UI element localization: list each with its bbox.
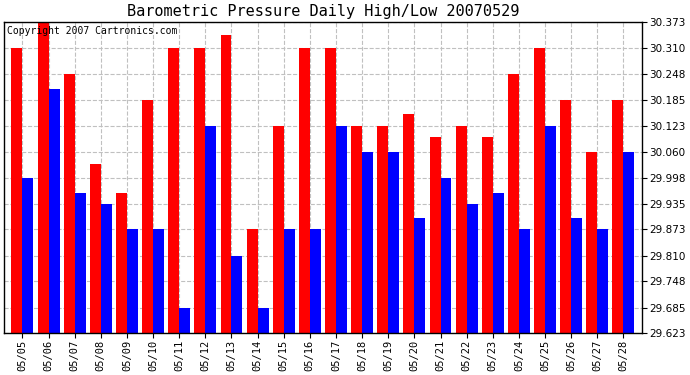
Bar xyxy=(23,177,33,333)
Bar xyxy=(63,74,75,333)
Bar xyxy=(127,230,138,333)
Bar xyxy=(75,194,86,333)
Bar xyxy=(377,126,388,333)
Bar xyxy=(38,22,48,333)
Bar xyxy=(508,74,519,333)
Bar xyxy=(430,137,440,333)
Bar xyxy=(586,152,598,333)
Bar xyxy=(534,48,545,333)
Bar xyxy=(440,177,451,333)
Bar xyxy=(325,48,336,333)
Bar xyxy=(598,230,609,333)
Bar xyxy=(257,308,268,333)
Bar xyxy=(362,152,373,333)
Bar xyxy=(482,137,493,333)
Bar xyxy=(519,230,530,333)
Bar xyxy=(466,204,477,333)
Bar xyxy=(545,126,556,333)
Bar xyxy=(284,230,295,333)
Bar xyxy=(560,100,571,333)
Title: Barometric Pressure Daily High/Low 20070529: Barometric Pressure Daily High/Low 20070… xyxy=(127,4,519,19)
Bar xyxy=(273,126,284,333)
Bar xyxy=(179,308,190,333)
Bar xyxy=(623,152,634,333)
Bar xyxy=(48,90,59,333)
Bar xyxy=(415,218,425,333)
Bar xyxy=(310,230,321,333)
Bar xyxy=(195,48,206,333)
Bar xyxy=(206,126,217,333)
Bar xyxy=(101,204,112,333)
Bar xyxy=(168,48,179,333)
Bar xyxy=(142,100,153,333)
Bar xyxy=(299,48,310,333)
Bar xyxy=(153,230,164,333)
Bar xyxy=(246,230,257,333)
Bar xyxy=(571,218,582,333)
Bar xyxy=(388,152,400,333)
Bar xyxy=(351,126,362,333)
Bar xyxy=(231,256,242,333)
Bar xyxy=(336,126,347,333)
Bar xyxy=(90,164,101,333)
Bar xyxy=(455,126,466,333)
Text: Copyright 2007 Cartronics.com: Copyright 2007 Cartronics.com xyxy=(8,26,178,36)
Bar xyxy=(221,35,231,333)
Bar xyxy=(493,194,504,333)
Bar xyxy=(12,48,23,333)
Bar xyxy=(404,114,415,333)
Bar xyxy=(116,194,127,333)
Bar xyxy=(613,100,623,333)
